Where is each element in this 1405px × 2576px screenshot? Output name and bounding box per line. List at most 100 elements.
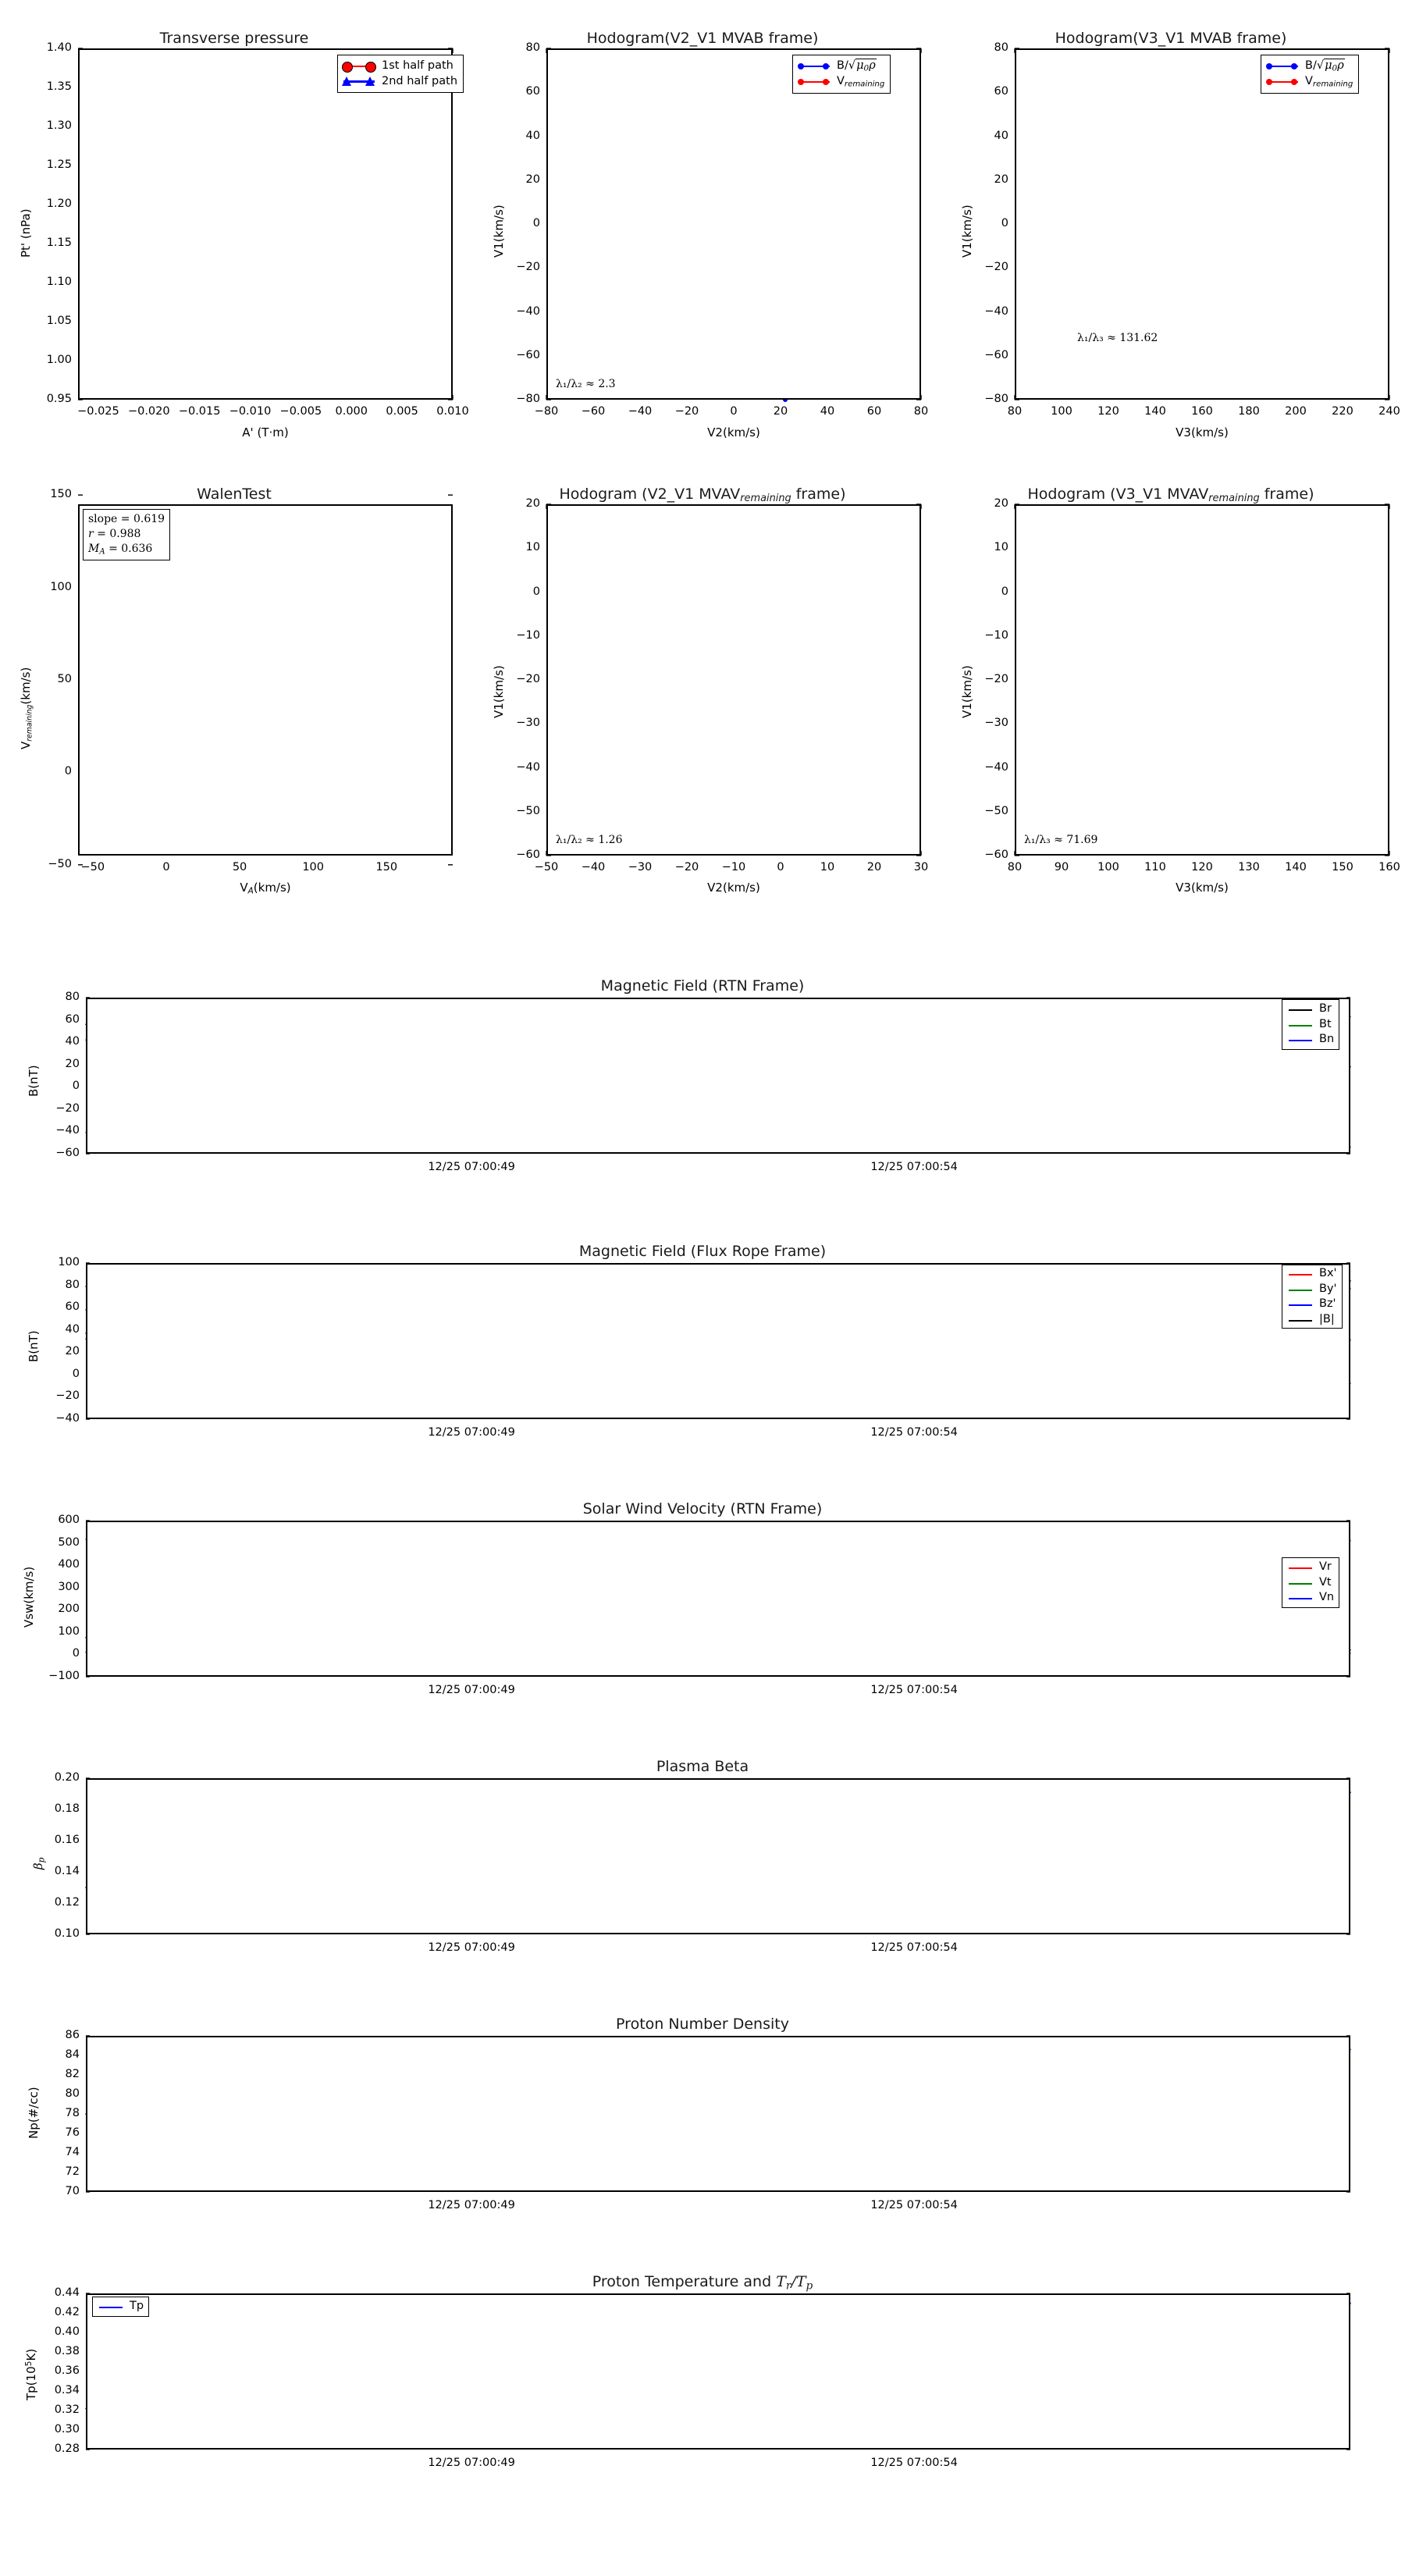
x-tick-label: 80 [913,405,929,418]
legend-row: Bn [1287,1032,1334,1048]
panel-magnetic-field-rtn: Magnetic Field (RTN Frame) B(nT) Br Bt B… [0,960,1405,1210]
panel-title: WalenTest [197,486,272,503]
y-tick-label: 80 [65,1278,80,1291]
legend-row: Br [1287,1002,1334,1017]
y-tick-label: 80 [994,41,1008,54]
x-axis-label: VA(km/s) [240,881,291,896]
x-tick-label: 100 [302,861,325,873]
y-tick-label: 0.42 [54,2306,80,2318]
legend-line-icon [1287,1563,1314,1571]
x-tick-label: 150 [375,861,398,873]
x-tick-label: −60 [581,405,606,418]
y-tick-label: 74 [65,2146,80,2158]
y-tick-label: 40 [65,1035,80,1048]
legend-triangle-marker-icon [342,76,376,87]
y-tick-label: −30 [984,717,1008,730]
x-tick-label: 12/25 07:00:54 [870,2457,958,2469]
y-tick-label: 0.40 [54,2325,80,2338]
x-axis-label: V3(km/s) [1176,425,1229,439]
x-tick-label: 0.000 [335,405,368,418]
y-axis-label: Pt' (nPa) [19,208,33,258]
x-tick-label: 30 [913,861,929,873]
x-tick-label: 12/25 07:00:54 [870,1684,958,1696]
legend-label: Br [1319,1002,1332,1015]
eigenvalue-ratio-annotation: λ₁/λ₂ ≈ 1.26 [556,834,623,846]
x-axis-label: V3(km/s) [1176,881,1229,895]
y-tick-label: 0.34 [54,2384,80,2396]
legend-vsw: Vr Vt Vn [1282,1557,1340,1608]
legend-row: Bt [1287,1017,1334,1033]
plot-area [86,1521,1350,1677]
y-tick-label: 20 [525,173,540,186]
legend-b-rtn: Br Bt Bn [1282,999,1340,1050]
y-tick-label: −20 [984,261,1008,274]
panel-walen-test: WalenTest Vremaining(km/s) VA(km/s) slop… [0,468,468,906]
y-tick-label: 1.05 [46,315,72,327]
legend-row: Bz' [1287,1297,1337,1312]
y-tick-label: 50 [57,673,72,685]
x-tick-label: 100 [1051,405,1072,418]
panel-title: Hodogram (V2_V1 MVAVremaining frame) [559,486,846,505]
plot-area [1015,48,1389,400]
y-tick-label: 0.30 [54,2423,80,2435]
x-tick-label: 12/25 07:00:49 [428,1161,515,1173]
panel-magnetic-field-fluxrope: Magnetic Field (Flux Rope Frame) B(nT) B… [0,1226,1405,1475]
plot-area [78,48,453,400]
y-tick-label: −10 [984,628,1008,642]
y-tick-label: 40 [994,129,1008,142]
legend-row: Vt [1287,1575,1334,1591]
legend-row: Bx' [1287,1266,1337,1282]
legend-label: 2nd half path [382,74,458,87]
y-tick-label: −60 [984,849,1008,861]
legend-hodogram: B/√μ0ρ Vremaining [1261,55,1360,94]
y-tick-label: −30 [516,717,540,730]
legend-row: B/√μ0ρ [1265,59,1353,74]
legend-line-icon [1287,1269,1314,1278]
plot-area [86,1778,1350,1934]
x-axis-label: V2(km/s) [707,425,760,439]
legend-line-icon [1287,1593,1314,1602]
y-tick-label: 60 [525,85,540,98]
x-tick-label: −0.005 [279,405,322,418]
x-tick-label: 110 [1144,861,1166,873]
y-tick-label: −20 [516,261,540,274]
panel-hodogram-v2v1-mvav: Hodogram (V2_V1 MVAVremaining frame) V1(… [468,468,937,906]
legend-label: Bz' [1319,1297,1336,1311]
panel-title: Transverse pressure [159,30,309,47]
x-tick-label: 0 [777,861,784,873]
y-tick-label: 0.32 [54,2403,80,2416]
y-tick-label: 20 [994,497,1008,510]
legend-line-icon [1287,1285,1314,1293]
y-tick-label: 60 [65,1300,80,1314]
x-tick-label: −50 [80,861,105,873]
legend-dot-marker-icon [1265,61,1300,72]
y-tick-label: 400 [58,1558,80,1571]
y-tick-label: 0.36 [54,2364,80,2377]
y-tick-label: 1.30 [46,119,72,132]
panel-hodogram-v2v1-mvab: Hodogram(V2_V1 MVAB frame) V1(km/s) V2(k… [468,0,937,439]
x-tick-label: 120 [1097,405,1119,418]
legend-label: Bx' [1319,1267,1337,1279]
x-tick-label: 120 [1191,861,1213,873]
x-tick-label: 180 [1238,405,1260,418]
y-tick-label: −80 [516,393,540,405]
legend-row: Vn [1287,1590,1334,1606]
y-tick-label: 40 [65,1322,80,1336]
plot-area [78,504,453,856]
x-tick-label: 12/25 07:00:49 [428,1426,515,1439]
y-tick-label: −50 [984,804,1008,817]
y-tick-label: −40 [55,1412,80,1425]
eigenvalue-ratio-annotation: λ₁/λ₃ ≈ 131.62 [1077,332,1158,344]
panel-title: Solar Wind Velocity (RTN Frame) [582,1500,823,1517]
y-tick-label: −50 [48,857,72,870]
panel-title: Hodogram(V3_V1 MVAB frame) [1055,30,1287,47]
legend-dot-marker-icon [797,61,831,72]
legend-label: Bn [1319,1033,1335,1046]
y-tick-label: 100 [50,580,72,593]
panel-title: Plasma Beta [656,1758,749,1775]
walen-mach: MA = 0.636 [88,542,153,557]
x-tick-label: −40 [581,861,606,873]
legend-dot-marker-icon [1265,76,1300,87]
y-tick-label: 78 [65,2107,80,2119]
legend-line-icon [1287,1005,1314,1013]
